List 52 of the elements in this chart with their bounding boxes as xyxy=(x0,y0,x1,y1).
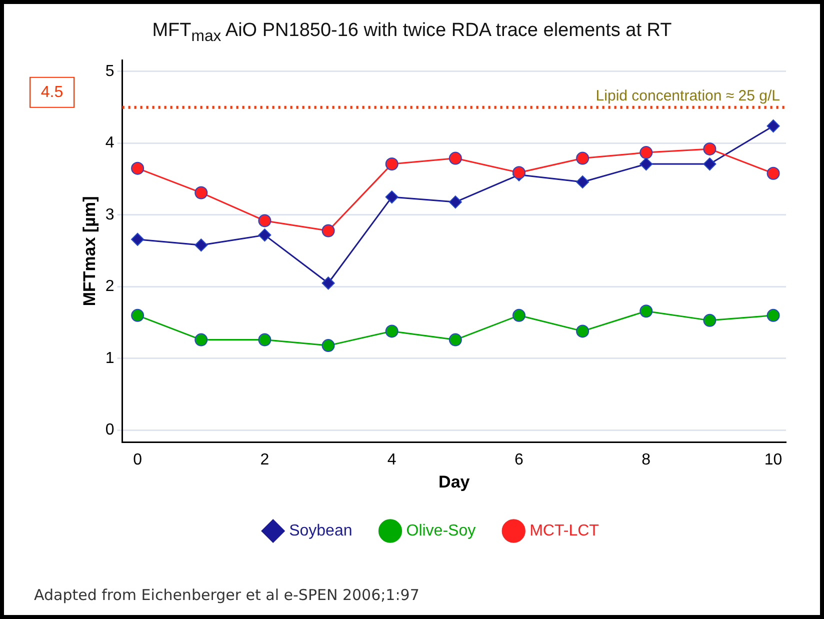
x-tick-label: 10 xyxy=(764,451,782,468)
point xyxy=(576,175,590,188)
point xyxy=(194,333,208,346)
point xyxy=(194,238,208,252)
x-tick-label: 8 xyxy=(642,451,651,468)
y-tick-label: 0 xyxy=(105,422,114,439)
point xyxy=(640,158,653,171)
legend-label: MCT-LCT xyxy=(530,522,600,540)
point xyxy=(703,158,716,171)
point xyxy=(448,152,462,165)
legend-label: Olive-Soy xyxy=(406,522,476,540)
point xyxy=(385,158,398,171)
point xyxy=(258,214,272,228)
point xyxy=(703,314,716,327)
point xyxy=(194,186,208,200)
point xyxy=(385,190,398,204)
y-tick-label: 2 xyxy=(105,278,114,296)
y-tick-label: 3 xyxy=(105,206,114,224)
point xyxy=(322,224,335,238)
point xyxy=(131,162,144,175)
ref-line-label: 4.5 xyxy=(40,84,64,101)
point xyxy=(766,308,780,322)
point xyxy=(322,276,335,290)
point xyxy=(640,304,653,318)
point xyxy=(258,228,272,242)
point xyxy=(448,333,462,346)
point xyxy=(640,146,653,160)
y-tick-label: 4 xyxy=(105,134,114,152)
point xyxy=(322,339,335,352)
point xyxy=(512,308,526,322)
x-tick-label: 6 xyxy=(514,451,524,468)
text: Adapted from Eichenberger et al e-SPEN 2006;1:97 xyxy=(34,586,420,604)
point xyxy=(703,142,716,156)
point xyxy=(448,196,462,209)
y-tick-label: 5 xyxy=(105,62,114,80)
point xyxy=(131,308,144,322)
x-tick-label: 4 xyxy=(387,451,396,468)
point xyxy=(131,232,144,246)
x-axis-title: Day xyxy=(438,472,470,492)
point xyxy=(766,166,780,180)
x-tick-label: 0 xyxy=(133,451,142,468)
legend-label: Soybean xyxy=(289,522,352,540)
point xyxy=(766,120,780,133)
chart-title: MFT$_{max}$ AiO PN1850-16 with twice RDA trace elements at RT xyxy=(151,20,673,46)
point xyxy=(576,152,590,165)
annotation: Lipid concentration ≈ 25 g/L xyxy=(596,88,780,105)
y-axis-title: MFTmax [µm] xyxy=(80,196,99,306)
point xyxy=(385,324,398,338)
y-tick-label: 1 xyxy=(105,350,114,367)
point xyxy=(576,324,590,338)
point xyxy=(258,333,272,346)
x-tick-label: 2 xyxy=(260,451,270,468)
